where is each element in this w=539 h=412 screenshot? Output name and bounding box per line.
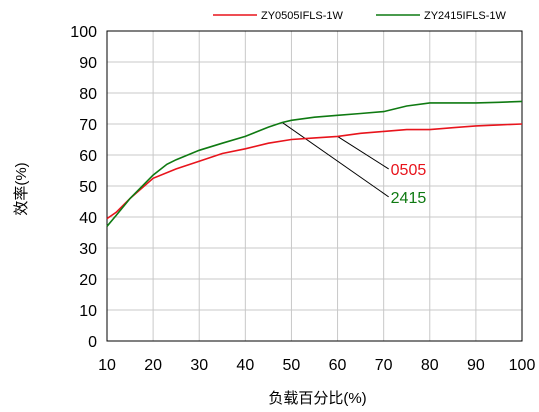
y-tick-label: 50 xyxy=(79,179,97,196)
y-tick-label: 10 xyxy=(79,303,97,320)
y-tick-label: 60 xyxy=(79,148,97,165)
y-tick-label: 90 xyxy=(79,55,97,72)
x-tick-label: 90 xyxy=(467,357,485,374)
x-tick-labels: 10 20 30 40 50 60 70 80 90 100 xyxy=(98,357,535,374)
legend-label: ZY2415IFLS-1W xyxy=(424,10,507,22)
y-axis-label: 效率(%) xyxy=(13,162,30,215)
x-axis-label: 负载百分比(%) xyxy=(268,390,366,407)
x-tick-label: 20 xyxy=(144,357,162,374)
annotation-label: 0505 xyxy=(391,162,427,179)
y-tick-label: 100 xyxy=(70,24,97,41)
x-tick-label: 100 xyxy=(509,357,536,374)
y-tick-label: 40 xyxy=(79,210,97,227)
annotation-leader-line xyxy=(337,135,389,170)
x-tick-label: 10 xyxy=(98,357,116,374)
x-tick-label: 60 xyxy=(329,357,347,374)
y-tick-label: 70 xyxy=(79,117,97,134)
series-lines xyxy=(106,100,523,227)
x-tick-label: 50 xyxy=(283,357,301,374)
grid xyxy=(106,30,523,342)
y-tick-label: 80 xyxy=(79,86,97,103)
annotations: 0505 2415 xyxy=(281,122,427,207)
legend-label: ZY0505IFLS-1W xyxy=(261,10,344,22)
series-line xyxy=(106,100,523,227)
y-tick-labels: 0 10 20 30 40 50 60 70 80 90 100 xyxy=(70,24,97,351)
x-tick-label: 80 xyxy=(421,357,439,374)
plot-area xyxy=(106,30,523,342)
legend: ZY0505IFLS-1W ZY2415IFLS-1W xyxy=(213,10,507,22)
x-tick-label: 30 xyxy=(190,357,208,374)
y-tick-label: 0 xyxy=(88,334,97,351)
annotation-leader-line xyxy=(281,122,389,198)
series-line xyxy=(106,123,523,220)
x-tick-label: 40 xyxy=(236,357,254,374)
annotation-label: 2415 xyxy=(391,190,427,207)
x-tick-label: 70 xyxy=(375,357,393,374)
y-tick-label: 20 xyxy=(79,272,97,289)
y-tick-label: 30 xyxy=(79,241,97,258)
